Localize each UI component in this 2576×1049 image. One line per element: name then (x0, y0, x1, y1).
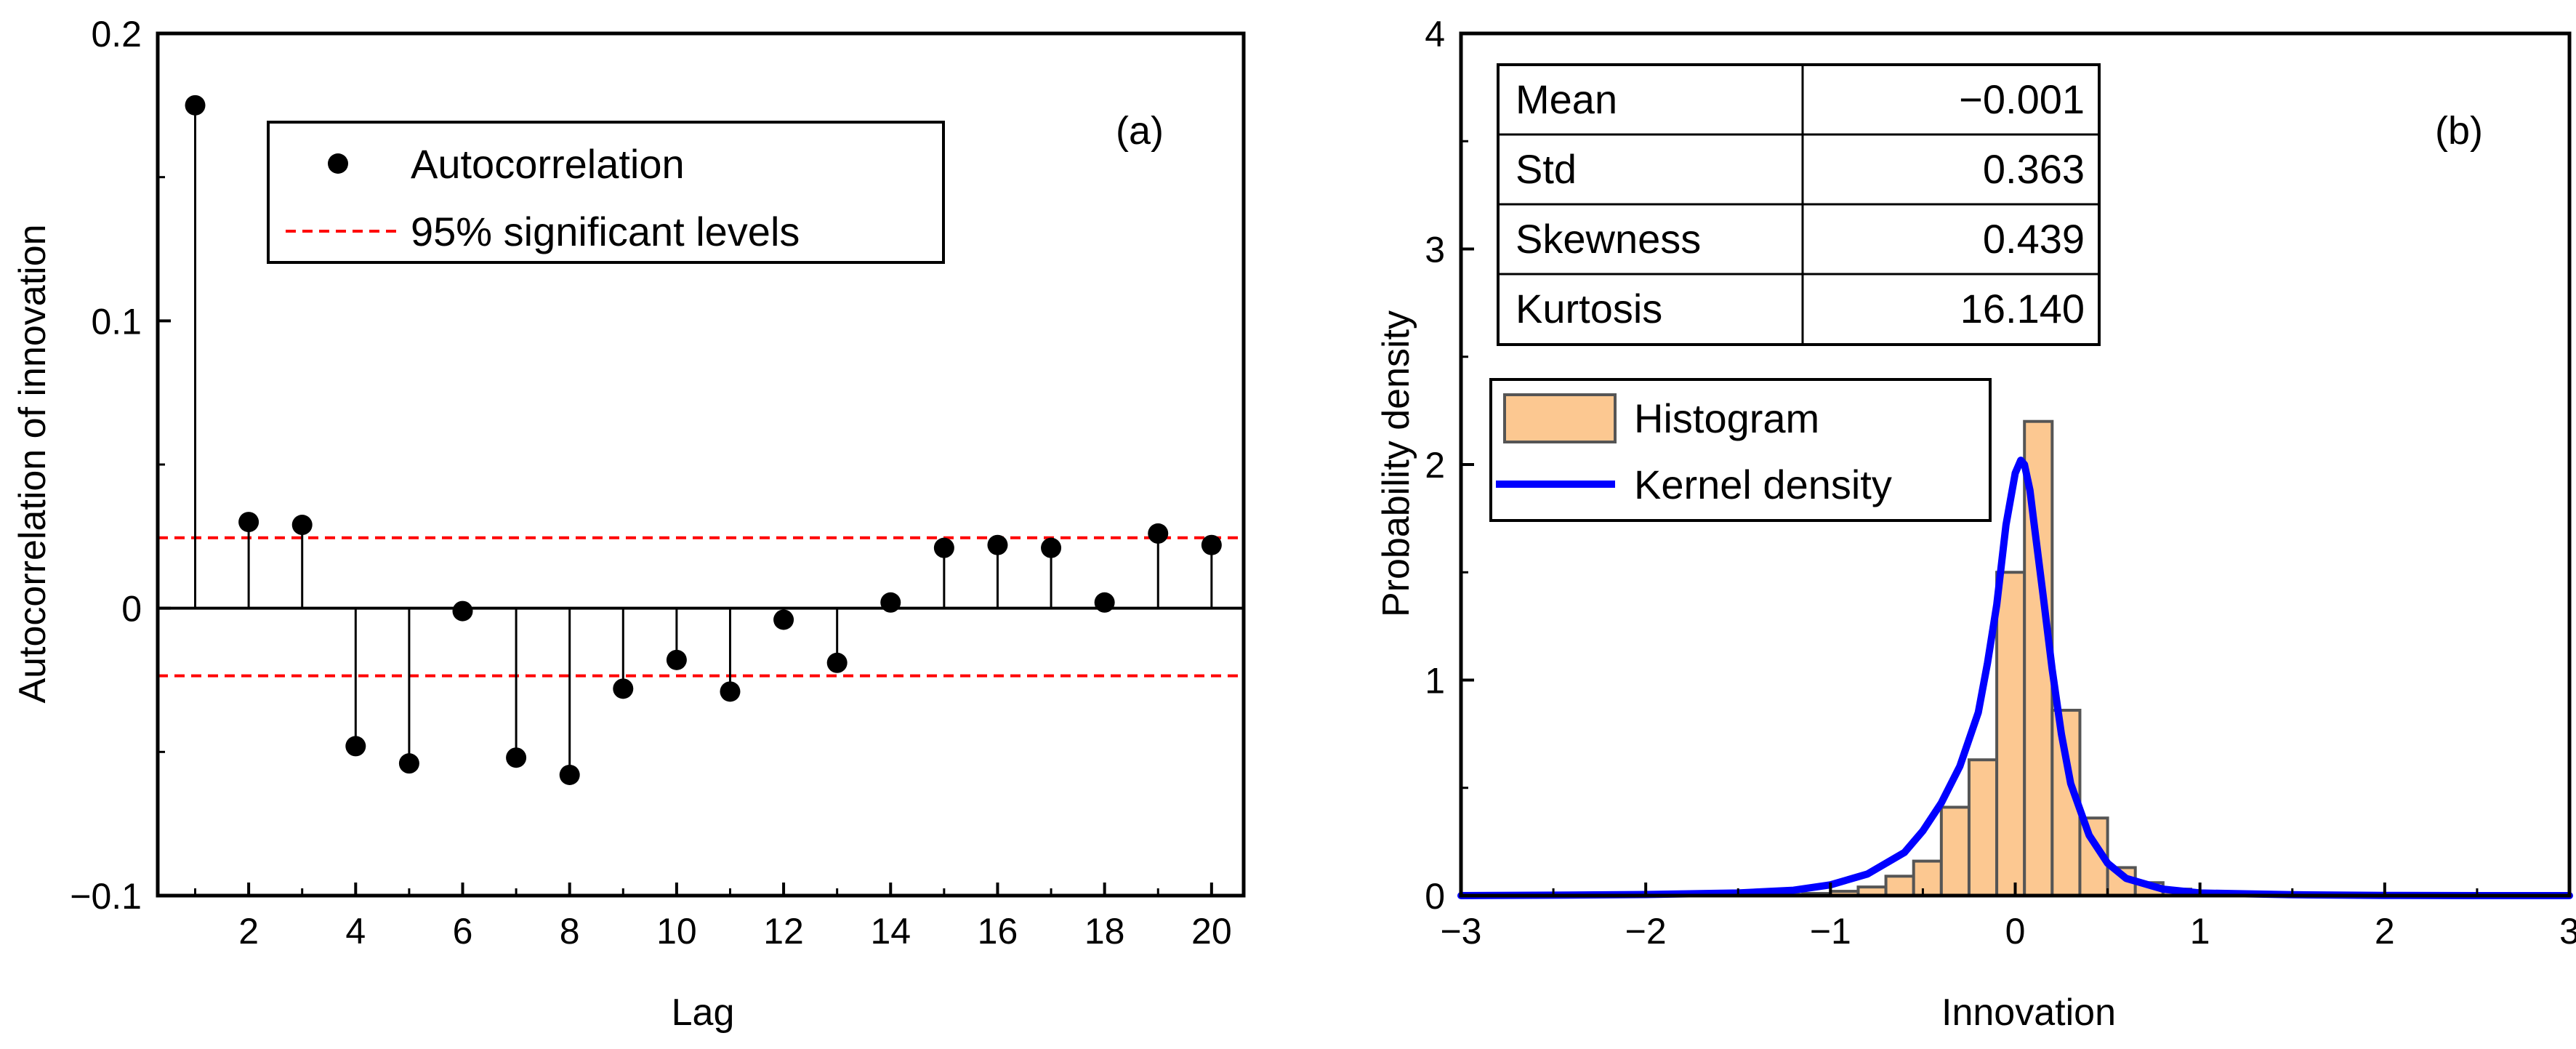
y-axis-label: Autocorrelation of innovation (12, 224, 54, 703)
x-tick-label: −2 (1625, 911, 1667, 952)
x-tick-label: 6 (453, 911, 473, 952)
data-point (880, 592, 901, 613)
data-point (773, 609, 794, 630)
y-tick-label: 4 (1425, 14, 1445, 55)
y-tick-label: 1 (1425, 661, 1445, 702)
legend-box (267, 121, 945, 264)
x-tick-label: 1 (2190, 911, 2210, 952)
data-point (452, 600, 473, 622)
stats-value-mean: −0.001 (1959, 76, 2085, 122)
legend: Autocorrelation 95% significant levels (267, 121, 945, 264)
y-tick-label: 0 (1425, 876, 1445, 917)
histogram-bar (1967, 758, 1999, 897)
stats-label-std: Std (1516, 146, 1577, 192)
data-point (1201, 534, 1222, 555)
legend-label-autocorrelation: Autocorrelation (411, 141, 685, 187)
x-tick-label: 2 (2375, 911, 2395, 952)
data-point (506, 747, 527, 768)
x-tick-label: 16 (978, 911, 1018, 952)
legend-label-kernel-density: Kernel density (1634, 462, 1892, 507)
stats-label-kurtosis: Kurtosis (1516, 286, 1662, 331)
stats-table: Mean −0.001 Std 0.363 Skewness 0.439 Kur… (1497, 63, 2101, 346)
x-tick-label: 10 (656, 911, 697, 952)
y-axis-ticks: 0 1 2 3 4 (1425, 14, 1474, 917)
x-tick-label: −3 (1440, 911, 1481, 952)
data-point (826, 652, 848, 673)
legend-label-significance: 95% significant levels (411, 209, 800, 254)
x-tick-label: 12 (763, 911, 804, 952)
panel-label: (b) (2435, 109, 2483, 153)
y-tick-label: 3 (1425, 230, 1445, 270)
legend: Histogram Kernel density (1489, 378, 1992, 522)
stem-series (185, 95, 1222, 785)
x-axis-label: Lag (672, 992, 735, 1034)
data-point (987, 534, 1008, 555)
stats-value-std: 0.363 (1983, 146, 2085, 192)
x-tick-label: 0 (2005, 911, 2026, 952)
y-axis-ticks: −0.1 0 0.1 0.2 (70, 14, 171, 917)
panel-a-autocorrelation: 2 4 6 8 10 12 14 16 18 20 −0.1 0 0.1 0.2 Lag Autocor… (12, 14, 1246, 1034)
data-point (291, 515, 313, 536)
histogram-bar (1939, 805, 1971, 898)
histogram-bar (1884, 875, 1915, 897)
x-tick-label: 14 (870, 911, 911, 952)
data-point (398, 753, 419, 774)
stats-label-skewness: Skewness (1516, 216, 1701, 262)
x-tick-label: 8 (560, 911, 580, 952)
stats-value-kurtosis: 16.140 (1960, 286, 2085, 331)
kernel-density-curve (1457, 457, 2573, 899)
x-tick-label: 2 (238, 911, 259, 952)
histogram-bar (1912, 859, 1943, 898)
data-point (345, 736, 366, 757)
legend-swatch-histogram (1503, 393, 1617, 443)
x-axis-ticks: −3 −2 −1 0 1 2 3 (1440, 883, 2576, 952)
data-point (933, 537, 954, 558)
stats-value-skewness: 0.439 (1983, 216, 2085, 262)
data-point (559, 764, 580, 785)
x-tick-label: 18 (1084, 911, 1125, 952)
x-tick-label: 20 (1191, 911, 1232, 952)
y-tick-label: 2 (1425, 445, 1445, 486)
y-tick-label: −0.1 (70, 876, 142, 917)
data-point (185, 95, 206, 116)
x-tick-label: 4 (345, 911, 366, 952)
data-point (238, 512, 259, 533)
x-tick-label: 3 (2559, 911, 2576, 952)
histogram-bar (1995, 571, 2026, 897)
data-point (1041, 537, 1062, 558)
plot-frame (156, 31, 1246, 898)
legend-marker-dot (328, 153, 348, 174)
x-tick-label: −1 (1810, 911, 1851, 952)
data-point (1148, 523, 1169, 544)
y-tick-label: 0.2 (91, 14, 142, 55)
panel-b-distribution: −3 −2 −1 0 1 2 3 0 1 2 3 4 Innovation Probability … (1375, 14, 2576, 1034)
data-point (720, 681, 741, 702)
data-point (613, 678, 634, 699)
x-axis-ticks: 2 4 6 8 10 12 14 16 18 20 (194, 883, 1232, 952)
stats-label-mean: Mean (1516, 76, 1617, 122)
panel-label: (a) (1116, 109, 1164, 153)
data-point (666, 649, 687, 670)
data-point (1094, 592, 1115, 613)
y-tick-label: 0.1 (91, 301, 142, 342)
plot-frame (1459, 31, 2572, 898)
y-axis-label: Probability density (1375, 310, 1417, 617)
y-tick-label: 0 (121, 589, 142, 630)
legend-label-histogram: Histogram (1634, 395, 1819, 441)
x-axis-label: Innovation (1941, 992, 2116, 1034)
